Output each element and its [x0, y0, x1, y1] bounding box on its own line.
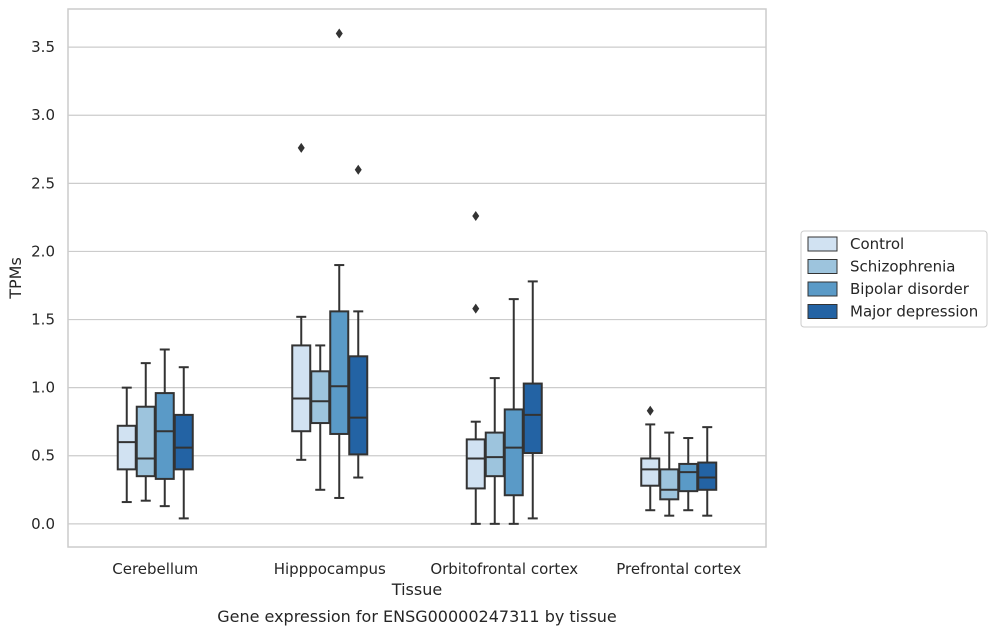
series-bipolar-disorder: [154, 28, 699, 525]
y-tick-label: 0.0: [31, 515, 55, 533]
box-body: [173, 413, 194, 471]
x-tick-label: Orbitofrontal cortex: [430, 560, 578, 578]
x-tick-label: Cerebellum: [112, 560, 198, 578]
box: [678, 437, 699, 512]
box: [135, 362, 156, 502]
box-body: [135, 405, 156, 478]
x-tick-label: Hipppocampus: [274, 560, 386, 578]
box-body: [503, 408, 524, 497]
series-major-depression: [173, 164, 718, 520]
box: [465, 211, 486, 525]
box: [116, 386, 137, 504]
box-body: [484, 431, 505, 478]
box: [484, 377, 505, 525]
legend-frame: [800, 230, 988, 328]
box-body: [348, 355, 369, 456]
box: [154, 348, 175, 508]
box-body: [329, 310, 350, 435]
outlier-point: [297, 142, 305, 153]
x-tick-label: Prefrontal cortex: [616, 560, 741, 578]
x-axis-label: Tissue: [391, 580, 442, 599]
legend-item: Major depression: [807, 303, 978, 321]
box-body: [659, 468, 680, 501]
y-tick-label: 0.5: [31, 447, 55, 465]
box: [522, 280, 543, 520]
chart-caption: Gene expression for ENSG00000247311 by t…: [217, 607, 617, 626]
box: [640, 405, 661, 512]
box-body: [522, 382, 543, 455]
legend-swatch: [807, 236, 838, 252]
y-tick-label: 2.5: [31, 174, 55, 192]
y-tick-label: 3.0: [31, 106, 55, 124]
y-axis-label: TPMs: [6, 257, 25, 300]
legend: Control Schizophrenia Bipolar disorder Majo…: [800, 230, 988, 328]
box: [173, 366, 194, 520]
box: [697, 426, 718, 517]
legend-label: Schizophrenia: [850, 258, 955, 276]
outlier-point: [472, 303, 480, 314]
legend-swatch: [807, 304, 838, 319]
x-axis-ticks: Cerebellum Hipppocampus Orbitofrontal cort…: [112, 560, 741, 578]
y-tick-label: 1.0: [31, 379, 55, 397]
legend-label: Bipolar disorder: [850, 280, 970, 298]
legend-swatch: [807, 281, 838, 297]
box-body: [678, 462, 699, 493]
legend-item: Control: [807, 235, 904, 253]
box-body: [697, 461, 718, 491]
outlier-point: [335, 28, 343, 39]
y-tick-label: 1.5: [31, 311, 55, 329]
y-axis-ticks: 0.0 0.5 1.0 1.5 2.0 2.5 3.0 3.5: [31, 38, 55, 533]
legend-swatch: [807, 259, 838, 274]
y-tick-label: 2.0: [31, 242, 55, 260]
legend-label: Control: [850, 235, 904, 253]
series-schizophrenia: [135, 344, 680, 525]
box: [348, 164, 369, 479]
series-control: [116, 142, 661, 525]
legend-item: Schizophrenia: [807, 258, 955, 276]
legend-item: Bipolar disorder: [807, 280, 970, 298]
box-body: [154, 392, 175, 480]
box-body: [116, 424, 137, 471]
box: [291, 142, 312, 461]
outlier-point: [472, 211, 480, 222]
box-body: [291, 344, 312, 433]
outlier-point: [354, 164, 362, 175]
box-body: [310, 370, 331, 425]
box: [659, 431, 680, 517]
box: [503, 298, 524, 525]
box-body: [640, 457, 661, 487]
box-series: [116, 28, 718, 525]
box: [310, 344, 331, 491]
box: [329, 28, 350, 499]
legend-label: Major depression: [850, 303, 978, 321]
box-body: [465, 438, 486, 490]
y-tick-label: 3.5: [31, 38, 55, 56]
plot-frame: [67, 8, 767, 548]
outlier-point: [646, 405, 654, 416]
